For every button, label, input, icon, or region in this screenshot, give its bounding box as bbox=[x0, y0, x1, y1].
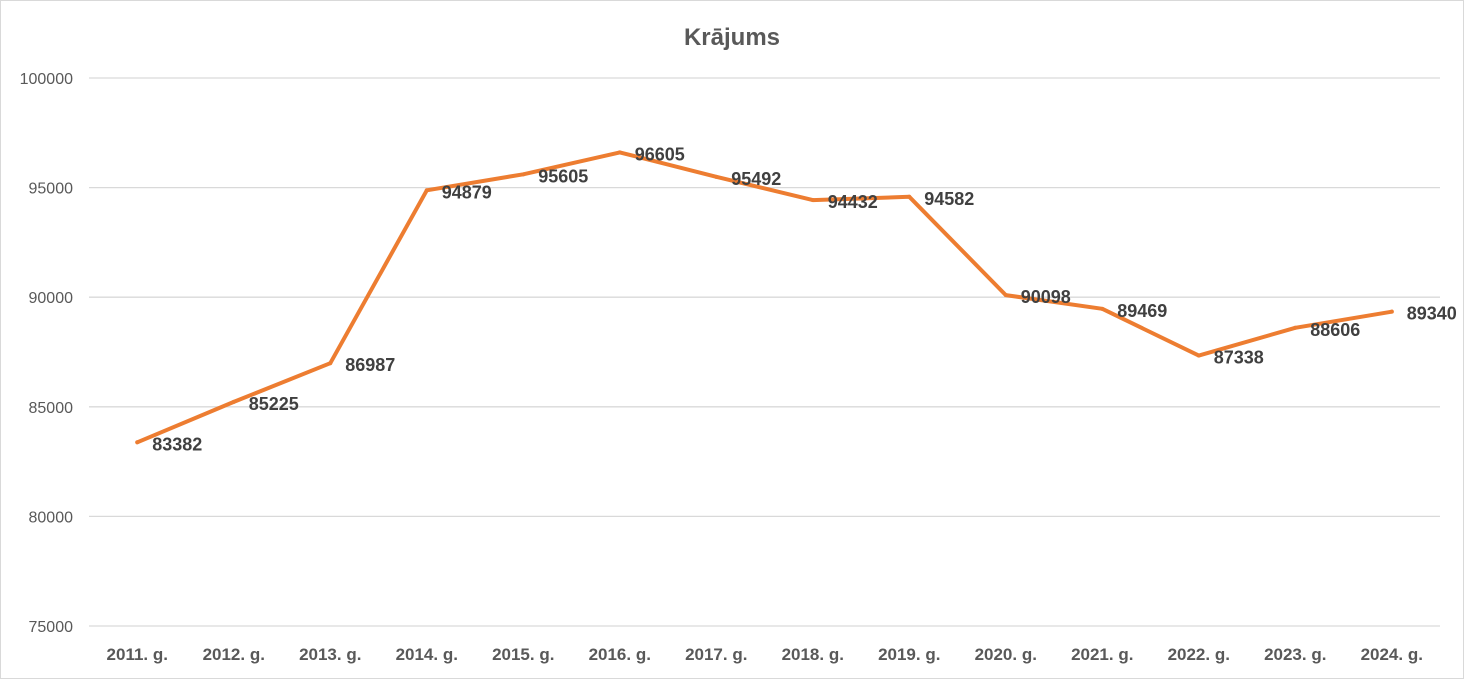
y-axis-ticks: 75000 80000 85000 90000 95000 100000 bbox=[20, 71, 73, 636]
data-labels: 83382 85225 86987 94879 95605 96605 95492 94432… bbox=[152, 144, 1457, 454]
data-point bbox=[907, 194, 912, 199]
data-label: 83382 bbox=[152, 434, 202, 454]
data-point bbox=[1100, 306, 1105, 311]
data-label: 88606 bbox=[1310, 320, 1360, 340]
series-layer bbox=[135, 150, 1394, 445]
data-point bbox=[617, 150, 622, 155]
x-tick-label: 2023. g. bbox=[1264, 645, 1326, 664]
x-tick-label: 2021. g. bbox=[1071, 645, 1133, 664]
x-tick-label: 2016. g. bbox=[589, 645, 651, 664]
data-label: 94432 bbox=[828, 192, 878, 212]
y-tick-label: 100000 bbox=[20, 71, 73, 88]
data-point bbox=[1293, 325, 1298, 330]
x-tick-label: 2018. g. bbox=[782, 645, 844, 664]
data-point bbox=[328, 361, 333, 366]
data-label: 95605 bbox=[538, 166, 588, 186]
y-tick-label: 90000 bbox=[29, 290, 74, 307]
x-tick-label: 2012. g. bbox=[203, 645, 265, 664]
x-axis-ticks: 2011. g. 2012. g. 2013. g. 2014. g. 2015. g.… bbox=[107, 645, 1423, 664]
data-label: 85225 bbox=[249, 394, 299, 414]
y-tick-label: 80000 bbox=[29, 509, 74, 526]
y-tick-label: 85000 bbox=[29, 400, 74, 417]
data-point bbox=[1389, 309, 1394, 314]
data-point bbox=[1003, 293, 1008, 298]
data-label: 89340 bbox=[1407, 304, 1457, 324]
data-label: 87338 bbox=[1214, 348, 1264, 368]
data-point bbox=[1196, 353, 1201, 358]
x-tick-label: 2014. g. bbox=[396, 645, 458, 664]
x-tick-label: 2015. g. bbox=[492, 645, 554, 664]
data-label: 96605 bbox=[635, 144, 685, 164]
chart-title: Krājums bbox=[684, 24, 780, 51]
x-tick-label: 2024. g. bbox=[1361, 645, 1423, 664]
data-point bbox=[424, 188, 429, 193]
data-label: 90098 bbox=[1021, 287, 1071, 307]
y-tick-label: 95000 bbox=[29, 181, 74, 198]
data-label: 86987 bbox=[345, 355, 395, 375]
x-tick-label: 2013. g. bbox=[299, 645, 361, 664]
x-tick-label: 2019. g. bbox=[878, 645, 940, 664]
data-point bbox=[810, 198, 815, 203]
x-tick-label: 2022. g. bbox=[1168, 645, 1230, 664]
x-tick-label: 2020. g. bbox=[975, 645, 1037, 664]
series-line bbox=[135, 150, 1394, 445]
x-tick-label: 2011. g. bbox=[107, 645, 168, 664]
data-label: 89469 bbox=[1117, 301, 1167, 321]
data-label: 94582 bbox=[924, 189, 974, 209]
data-point bbox=[231, 399, 236, 404]
y-tick-label: 75000 bbox=[29, 619, 74, 636]
data-point bbox=[521, 172, 526, 177]
data-point bbox=[135, 440, 140, 445]
data-label: 95492 bbox=[731, 169, 781, 189]
x-tick-label: 2017. g. bbox=[685, 645, 747, 664]
data-label: 94879 bbox=[442, 182, 492, 202]
data-point bbox=[714, 174, 719, 179]
